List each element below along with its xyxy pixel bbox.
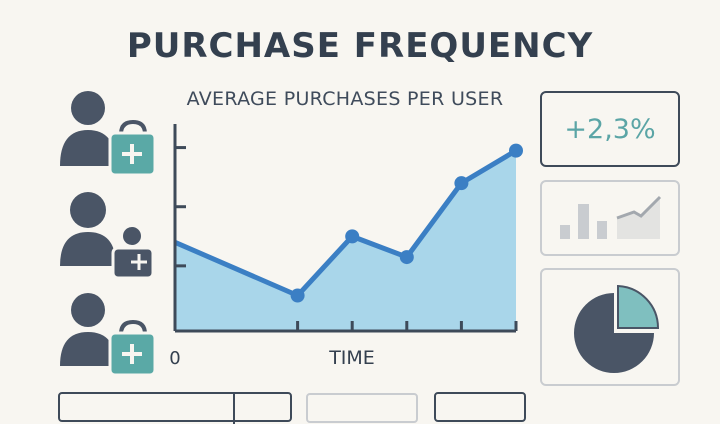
data-point [345,229,360,244]
x-axis-label: TIME [328,347,375,369]
user-with-shopping-bag-icon [60,293,157,377]
data-point [290,288,305,303]
data-point [454,176,469,191]
stat-value: +2,3% [564,113,656,145]
user-with-user-plus-icon [60,192,155,280]
chart-subtitle: AVERAGE PURCHASES PER USER [186,88,504,110]
mini-bar-chart-icon [560,195,662,239]
pie-chart-card [540,268,680,386]
bottom-card-left [58,392,292,424]
pie-chart-icon [574,284,660,373]
data-point [509,143,523,158]
series-area [175,150,516,331]
data-point [399,250,414,265]
stat-card: +2,3% [540,91,680,167]
user-with-shopping-bag-icon [60,91,157,177]
mini-chart-card [540,180,680,256]
bottom-card-right [434,392,526,422]
x-origin-label: 0 [169,348,180,369]
chart-title: PURCHASE FREQUENCY [126,26,594,66]
bottom-card-middle [306,393,418,423]
card-divider [233,394,235,424]
series-line [174,148,518,299]
area-chart: 0 TIME [169,124,523,369]
